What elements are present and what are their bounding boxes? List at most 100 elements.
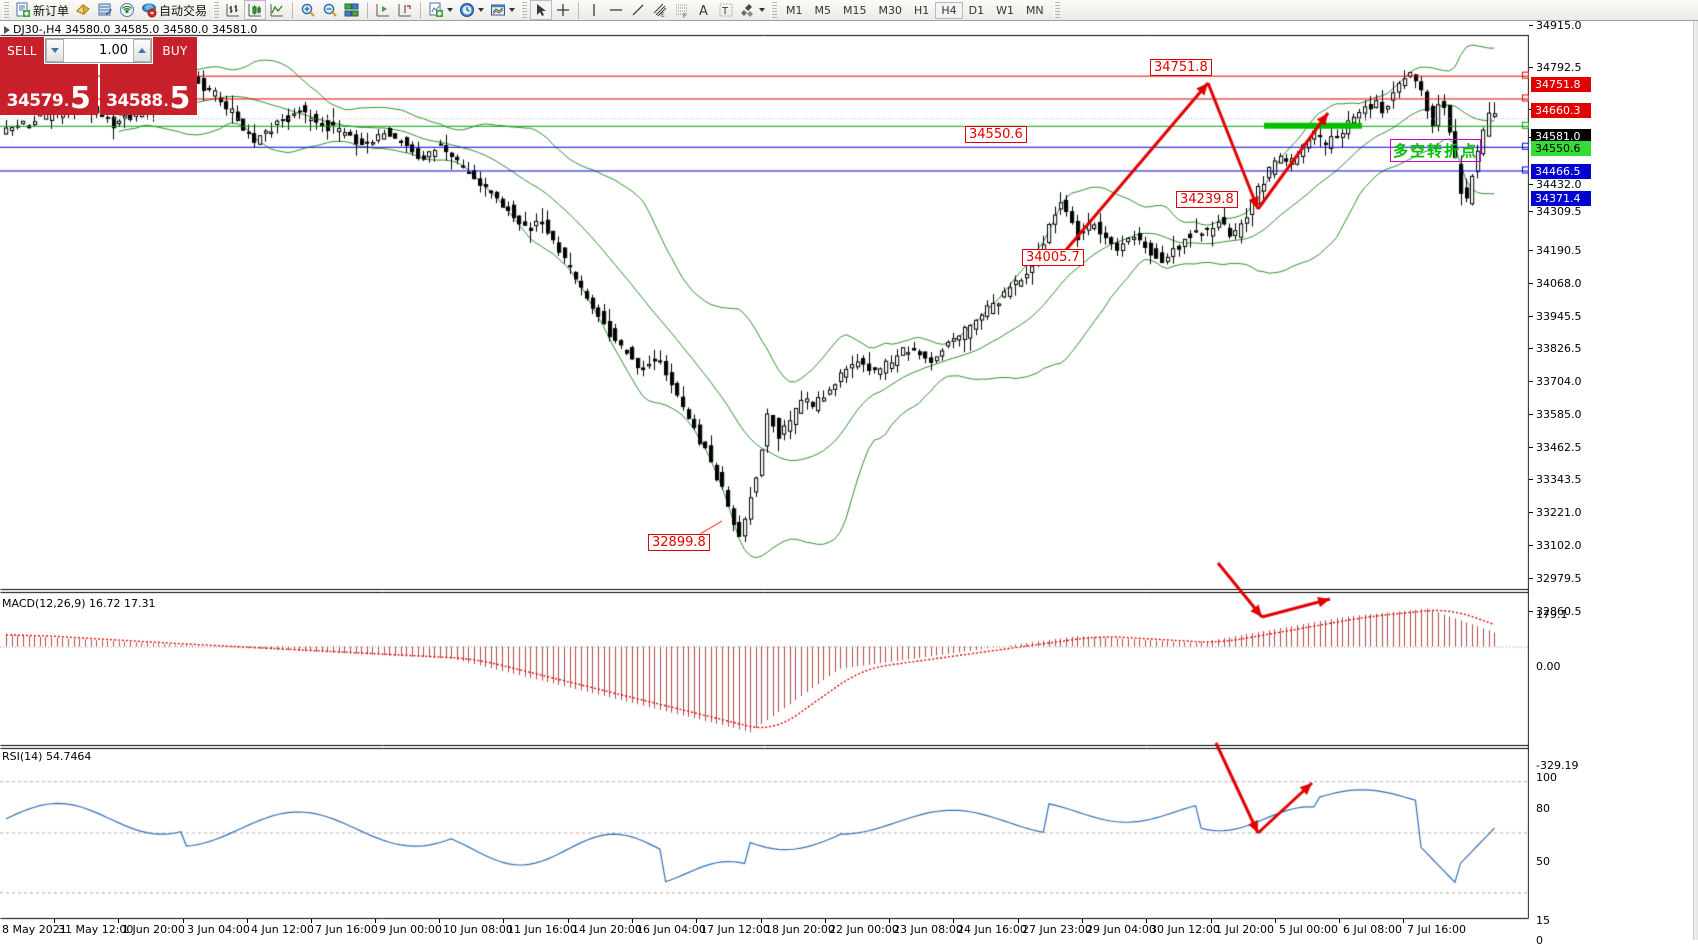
- autotrading-button[interactable]: 自动交易: [138, 0, 210, 20]
- time-tick-mark: [568, 919, 569, 923]
- price-label-34005[interactable]: 34005.7: [1022, 249, 1084, 266]
- signal-button[interactable]: [116, 0, 138, 20]
- chart-canvas[interactable]: [0, 21, 1698, 940]
- text-button[interactable]: A: [693, 0, 715, 20]
- timeframe-d1[interactable]: D1: [968, 3, 985, 17]
- price-tick: 33945.5: [1536, 310, 1582, 323]
- price-label-32899[interactable]: 32899.8: [648, 534, 710, 551]
- vertical-scrollbar[interactable]: [1693, 21, 1698, 940]
- toolbar-grip-3[interactable]: [521, 1, 528, 19]
- volume-value[interactable]: 1.00: [99, 43, 128, 58]
- data-window-button[interactable]: [94, 0, 116, 20]
- volume-increment-button[interactable]: [133, 39, 151, 62]
- volume-stepper[interactable]: 1.00: [45, 38, 152, 63]
- price-scale[interactable]: 34915.0 34792.5 34660.3 34581.0 34432.0 34309…: [1529, 19, 1698, 947]
- indicators-button[interactable]: [425, 0, 456, 20]
- main-toolbar: 新订单: [0, 0, 1698, 21]
- time-tick-mark: [439, 919, 440, 923]
- price-label-34550[interactable]: 34550.6: [965, 126, 1027, 143]
- chart-shift-button[interactable]: [372, 0, 394, 20]
- timeframe-h1[interactable]: H1: [914, 3, 930, 17]
- chevron-down-icon-4[interactable]: [759, 8, 766, 12]
- templates-button[interactable]: [487, 0, 518, 20]
- volume-decrement-button[interactable]: [46, 39, 64, 62]
- price-tick: 33585.0: [1536, 408, 1582, 421]
- toolbar-separator-3: [420, 1, 422, 19]
- timeframe-group: M1 M5 M15 M30 H1 H4 D1 W1 MN: [780, 1, 1050, 19]
- time-scale[interactable]: 8 May 2021 31 May 12:00 1 Jun 20:00 3 Jun 0…: [0, 919, 1528, 940]
- price-tag[interactable]: 34466.5: [1531, 164, 1591, 179]
- buy-price-dot: .: [163, 91, 169, 110]
- price-tick: 33826.5: [1536, 342, 1582, 355]
- timeframe-h4[interactable]: H4: [935, 1, 963, 19]
- time-tick: 24 Jun 16:00: [957, 923, 1027, 936]
- trendline-icon: [630, 2, 646, 18]
- price-tag[interactable]: 34550.6: [1531, 141, 1591, 156]
- time-tick-mark: [375, 919, 376, 923]
- time-tick-mark: [889, 919, 890, 923]
- one-click-trading-panel[interactable]: SELL 1.00 BUY 34579 . 5 34588 . 5: [0, 37, 197, 115]
- price-label-34751[interactable]: 34751.8: [1150, 59, 1212, 76]
- autotrading-label: 自动交易: [159, 3, 208, 18]
- trendline-button[interactable]: [627, 0, 649, 20]
- zoom-in-icon: [300, 2, 316, 18]
- chevron-down-icon[interactable]: [447, 8, 454, 12]
- timeframe-w1[interactable]: W1: [996, 3, 1014, 17]
- line-chart-button[interactable]: [266, 0, 288, 20]
- toolbar-grip-4[interactable]: [771, 1, 778, 19]
- price-tag[interactable]: 34371.4: [1531, 191, 1591, 206]
- line-chart-icon: [269, 2, 285, 18]
- zoom-in-button[interactable]: [297, 0, 319, 20]
- equidistant-channel-button[interactable]: E: [649, 0, 671, 20]
- turning-point-note[interactable]: 多空转折点: [1390, 139, 1482, 162]
- text-label-button[interactable]: T: [715, 0, 737, 20]
- bar-chart-button[interactable]: [222, 0, 244, 20]
- crosshair-button[interactable]: [552, 0, 574, 20]
- periods-button[interactable]: [456, 0, 487, 20]
- candlestick-chart-button[interactable]: [244, 0, 267, 20]
- history-button[interactable]: [72, 0, 94, 20]
- fibonacci-retracement-button[interactable]: F: [671, 0, 693, 20]
- price-tick-mark: [1529, 381, 1533, 382]
- price-tag[interactable]: 34751.8: [1531, 77, 1591, 92]
- auto-scroll-button[interactable]: [394, 0, 416, 20]
- timeframe-m30[interactable]: M30: [878, 3, 903, 17]
- sell-price-integer: 34579: [6, 91, 64, 111]
- price-tag[interactable]: 34581.0: [1531, 129, 1591, 144]
- price-tick-mark: [1529, 211, 1533, 212]
- horizontal-line-button[interactable]: [605, 0, 627, 20]
- collapse-triangle-icon[interactable]: [4, 26, 10, 34]
- new-order-button[interactable]: 新订单: [12, 0, 72, 20]
- chevron-down-icon-3[interactable]: [509, 8, 516, 12]
- cursor-arrow-icon: [533, 2, 549, 18]
- buy-label[interactable]: BUY: [153, 37, 197, 64]
- timeframe-m1[interactable]: M1: [786, 3, 803, 17]
- timeframe-m15[interactable]: M15: [843, 3, 867, 17]
- chart-area[interactable]: DJ30-,H4 34580.0 34585.0 34580.0 34581.0…: [0, 19, 1698, 947]
- price-tag[interactable]: 34660.3: [1531, 103, 1591, 118]
- price-label-34239[interactable]: 34239.8: [1176, 191, 1238, 208]
- toolbar-grip-5[interactable]: [1053, 1, 1060, 19]
- objects-list-button[interactable]: [737, 0, 768, 20]
- toolbar-grip-2[interactable]: [213, 1, 220, 19]
- cursor-button[interactable]: [530, 0, 553, 20]
- time-tick: 4 Jun 12:00: [251, 923, 314, 936]
- timeframe-m5[interactable]: M5: [814, 3, 832, 17]
- toolbar-grip[interactable]: [3, 1, 9, 19]
- sell-label[interactable]: SELL: [0, 37, 44, 64]
- chevron-down-icon-2[interactable]: [478, 8, 485, 12]
- time-tick: 27 Jun 23:00: [1022, 923, 1092, 936]
- time-tick-mark: [1018, 919, 1019, 923]
- chart-shift-icon: [375, 2, 391, 18]
- price-tick: 33343.5: [1536, 473, 1582, 486]
- equidistant-channel-icon: E: [652, 2, 668, 19]
- buy-price-button[interactable]: 34588 . 5: [99, 64, 197, 115]
- svg-text:E: E: [661, 12, 665, 18]
- vertical-line-button[interactable]: [583, 0, 605, 20]
- tile-windows-button[interactable]: [341, 0, 363, 20]
- sell-price-button[interactable]: 34579 . 5: [0, 64, 98, 115]
- time-tick: 9 Jun 00:00: [379, 923, 442, 936]
- time-tick: 5 Jul 00:00: [1279, 923, 1338, 936]
- timeframe-mn[interactable]: MN: [1025, 3, 1044, 17]
- zoom-out-button[interactable]: [319, 0, 341, 20]
